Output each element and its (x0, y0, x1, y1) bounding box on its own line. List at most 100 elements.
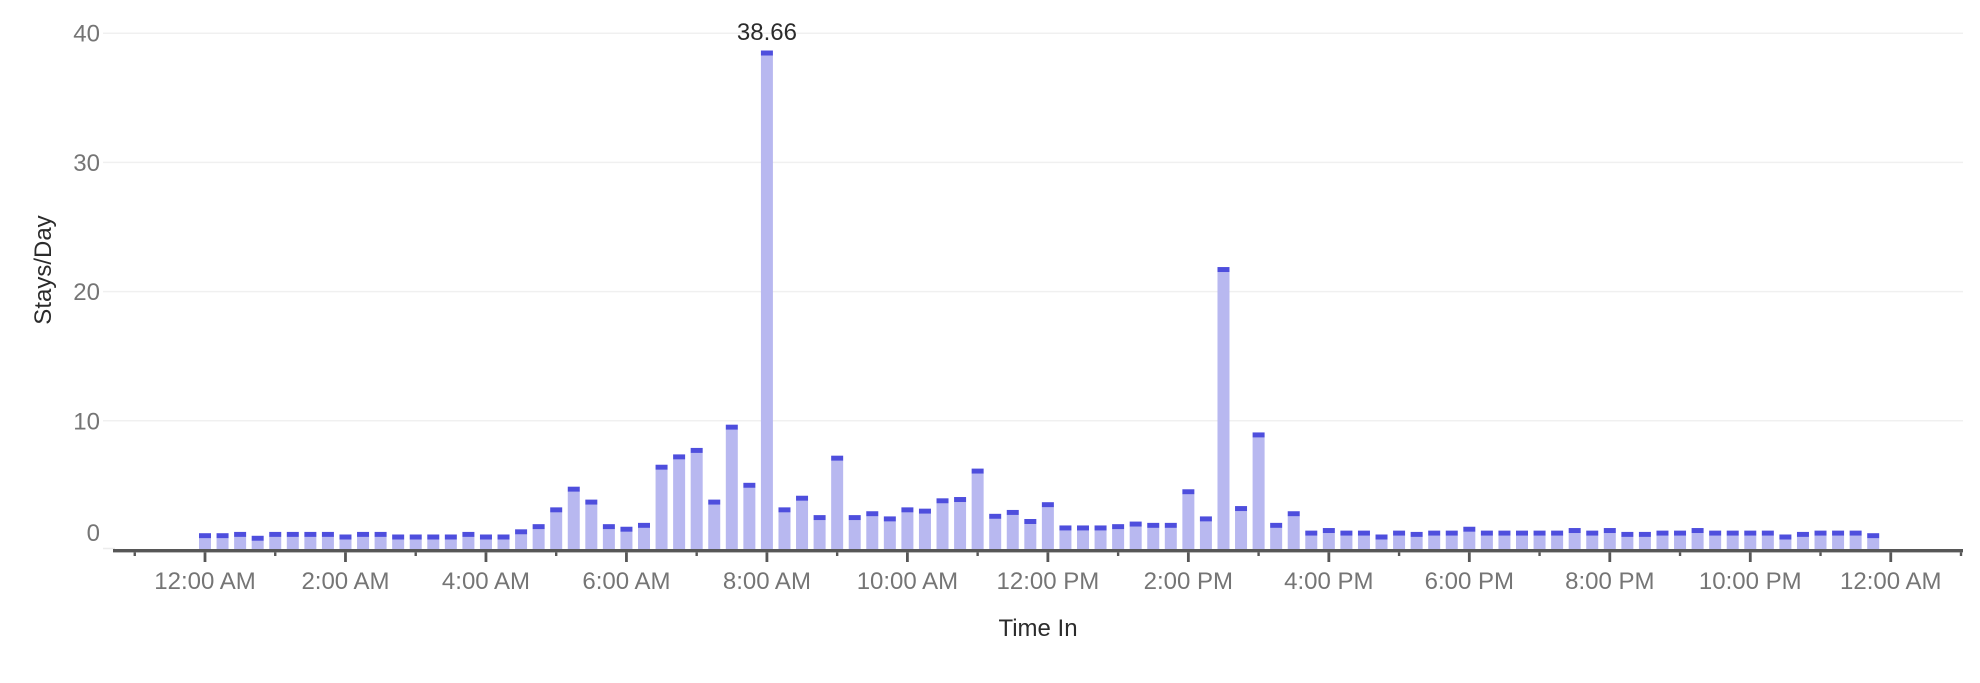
bar-5:45 AM[interactable] (602, 524, 615, 552)
bar-7:45 PM[interactable] (1586, 530, 1599, 552)
bar-2:45 AM[interactable] (392, 534, 405, 552)
bar-5:30 PM[interactable] (1428, 530, 1441, 552)
bar-10:00 AM[interactable] (901, 507, 914, 552)
bar-11:30 PM[interactable] (1849, 530, 1862, 552)
bar-1:00 AM[interactable] (269, 531, 282, 552)
bar-5:15 PM[interactable] (1410, 531, 1423, 552)
bar-1:15 PM[interactable] (1129, 521, 1142, 552)
bar-5:00 PM[interactable] (1393, 530, 1406, 552)
bar-10:00 PM[interactable] (1744, 530, 1757, 552)
bar-9:00 PM[interactable] (1674, 530, 1687, 552)
bar-10:30 PM[interactable] (1779, 534, 1792, 552)
bar-6:00 AM[interactable] (620, 526, 633, 552)
bar-7:30 AM[interactable] (725, 424, 738, 552)
bar-4:45 PM[interactable] (1375, 534, 1388, 552)
bar-3:30 PM[interactable] (1287, 511, 1300, 552)
bar-8:45 AM[interactable] (813, 515, 826, 552)
bar-body (1498, 535, 1511, 552)
bar-6:15 PM[interactable] (1480, 530, 1493, 552)
bar-4:00 AM[interactable] (479, 534, 492, 552)
bar-6:30 AM[interactable] (655, 464, 668, 552)
bar-6:45 AM[interactable] (673, 454, 686, 552)
bar-12:00 PM[interactable] (1041, 502, 1054, 552)
bar-4:15 AM[interactable] (497, 534, 510, 552)
bar-8:45 PM[interactable] (1656, 530, 1669, 552)
bar-6:15 AM[interactable] (638, 522, 650, 552)
bar-8:00 AM[interactable] (760, 50, 773, 553)
bar-12:30 PM[interactable] (1077, 525, 1089, 552)
bar-1:15 AM[interactable] (286, 531, 299, 552)
bar-2:00 AM[interactable] (339, 534, 352, 552)
bar-7:00 AM[interactable] (690, 447, 703, 552)
bar-10:45 PM[interactable] (1796, 531, 1809, 552)
bar-7:00 PM[interactable] (1533, 530, 1546, 552)
bar-5:45 PM[interactable] (1445, 530, 1458, 552)
bar-2:00 PM[interactable] (1182, 489, 1195, 552)
bar-2:15 AM[interactable] (357, 531, 370, 552)
bar-4:45 AM[interactable] (532, 524, 545, 552)
bar-10:15 AM[interactable] (918, 508, 931, 552)
bar-6:30 PM[interactable] (1498, 530, 1511, 552)
bar-1:30 PM[interactable] (1147, 522, 1160, 552)
bar-6:00 PM[interactable] (1463, 526, 1476, 552)
bar-9:00 AM[interactable] (831, 455, 844, 552)
bar-11:45 PM[interactable] (1867, 533, 1880, 552)
bar-2:45 PM[interactable] (1235, 506, 1248, 552)
bar-4:30 PM[interactable] (1357, 530, 1370, 552)
bar-7:45 AM[interactable] (743, 482, 756, 552)
bar-2:30 AM[interactable] (374, 531, 387, 552)
bar-3:15 PM[interactable] (1270, 522, 1283, 552)
bar-body (1480, 535, 1493, 552)
bar-4:15 PM[interactable] (1340, 530, 1353, 552)
bar-12:45 PM[interactable] (1094, 525, 1107, 552)
bar-4:00 PM[interactable] (1322, 528, 1335, 552)
bar-5:30 AM[interactable] (585, 499, 598, 552)
bar-3:45 PM[interactable] (1305, 530, 1318, 552)
bar-11:30 AM[interactable] (1006, 509, 1019, 552)
bar-7:15 PM[interactable] (1551, 530, 1564, 552)
bar-3:15 AM[interactable] (427, 534, 440, 552)
bar-2:30 PM[interactable] (1217, 267, 1230, 552)
bar-1:00 PM[interactable] (1112, 524, 1125, 552)
bar-8:00 PM[interactable] (1603, 528, 1616, 552)
bar-5:15 AM[interactable] (567, 486, 580, 552)
bar-3:00 AM[interactable] (409, 534, 422, 552)
bar-12:45 AM[interactable] (251, 535, 264, 552)
bar-9:45 PM[interactable] (1726, 530, 1739, 552)
bar-3:45 AM[interactable] (462, 531, 475, 552)
bar-9:30 AM[interactable] (866, 511, 879, 552)
bar-11:00 AM[interactable] (971, 468, 984, 552)
bar-12:15 PM[interactable] (1059, 525, 1072, 552)
bar-9:15 AM[interactable] (848, 515, 861, 552)
bar-11:15 PM[interactable] (1832, 530, 1845, 552)
bar-cap (357, 531, 370, 537)
bar-12:00 AM[interactable] (199, 533, 211, 552)
bar-8:30 PM[interactable] (1638, 531, 1651, 552)
bar-9:45 AM[interactable] (883, 516, 896, 552)
bar-1:45 AM[interactable] (321, 531, 334, 552)
bar-8:15 AM[interactable] (778, 507, 791, 552)
bar-7:30 PM[interactable] (1568, 528, 1581, 552)
bar-11:15 AM[interactable] (989, 513, 1002, 552)
bar-7:15 AM[interactable] (708, 499, 721, 552)
bar-5:00 AM[interactable] (550, 507, 563, 552)
bar-11:00 PM[interactable] (1814, 530, 1827, 552)
bar-10:30 AM[interactable] (936, 498, 949, 552)
bar-9:15 PM[interactable] (1691, 528, 1704, 552)
bar-10:15 PM[interactable] (1761, 530, 1774, 552)
bar-1:45 PM[interactable] (1164, 522, 1177, 552)
bar-cap (1428, 530, 1441, 536)
bar-12:30 AM[interactable] (234, 531, 247, 552)
bar-12:15 AM[interactable] (216, 533, 229, 552)
bar-3:30 AM[interactable] (444, 534, 457, 552)
bar-4:30 AM[interactable] (515, 529, 528, 552)
bar-10:45 AM[interactable] (954, 497, 967, 552)
bar-9:30 PM[interactable] (1709, 530, 1722, 552)
bar-6:45 PM[interactable] (1516, 530, 1528, 552)
bar-8:30 AM[interactable] (796, 495, 809, 552)
bar-2:15 PM[interactable] (1199, 516, 1212, 552)
bar-3:00 PM[interactable] (1252, 432, 1265, 552)
bar-11:45 AM[interactable] (1024, 518, 1037, 552)
bar-1:30 AM[interactable] (304, 531, 317, 552)
bar-8:15 PM[interactable] (1621, 531, 1634, 552)
